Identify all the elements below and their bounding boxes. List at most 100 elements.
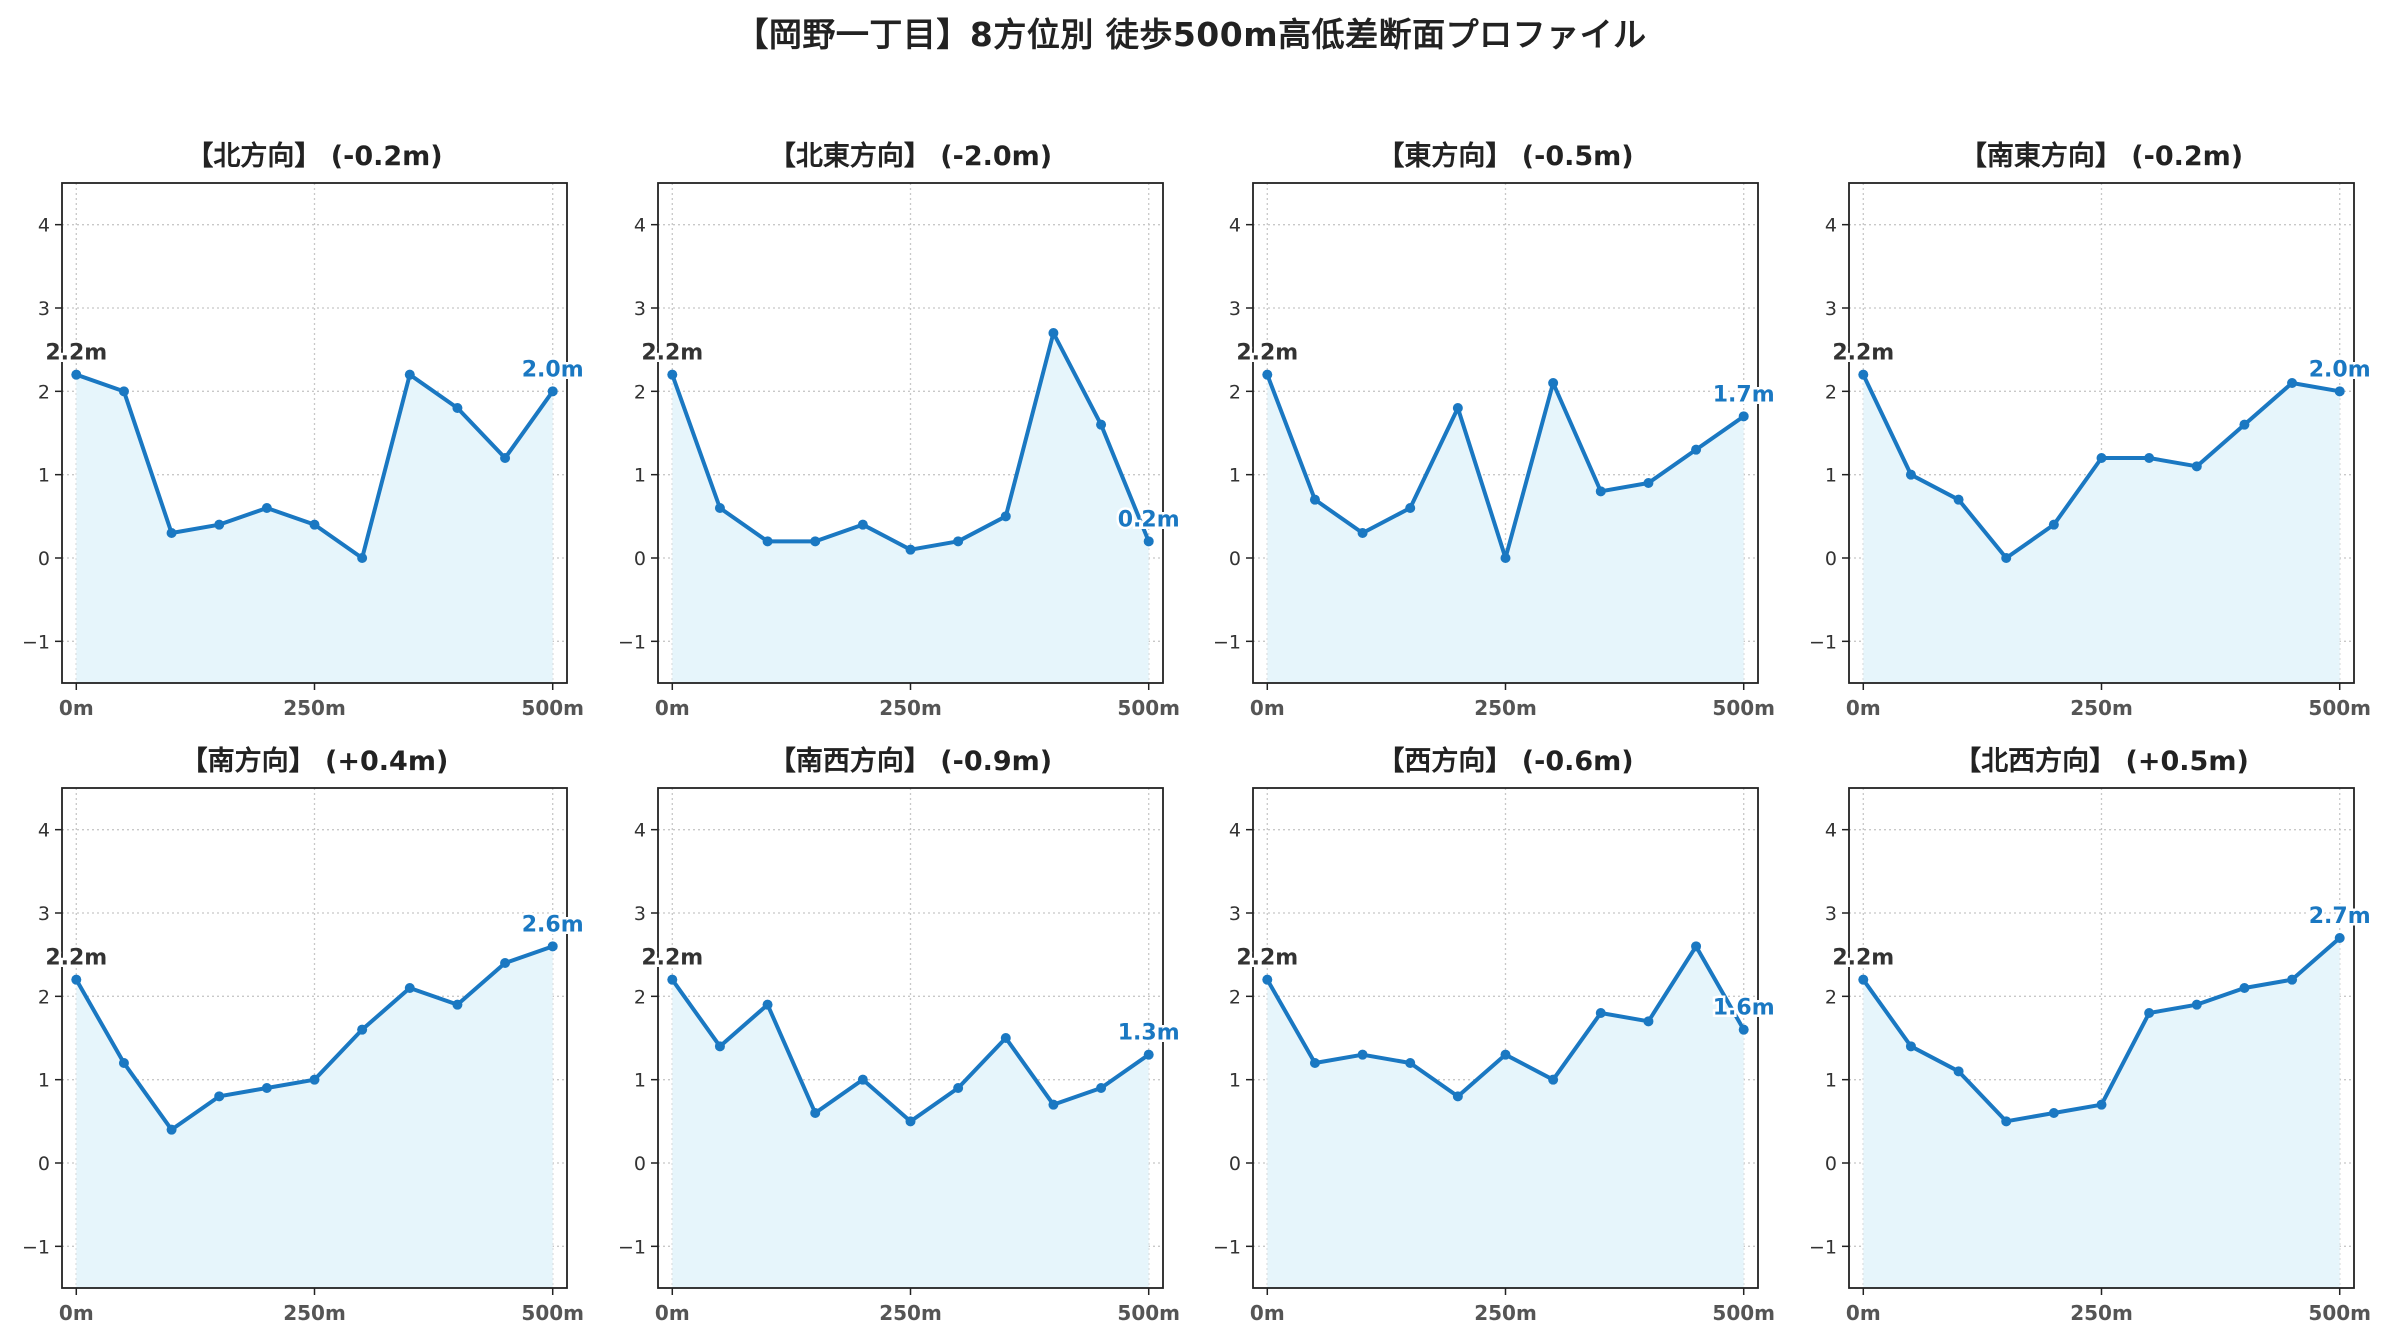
y-tick-label: −1	[22, 1236, 50, 1258]
y-tick-label: 4	[634, 820, 646, 842]
y-tick-label: 1	[1229, 1070, 1241, 1092]
y-tick-label: 0	[1229, 1153, 1241, 1175]
end-value-label: 2.0m	[2309, 357, 2371, 382]
data-point	[357, 1024, 368, 1035]
panel-title: 【南東方向】 (-0.2m)	[1960, 140, 2243, 172]
data-point	[2001, 553, 2012, 563]
x-tick-label: 250m	[1474, 696, 1537, 720]
data-point	[1405, 503, 1416, 513]
y-tick-label: −1	[22, 631, 50, 653]
chart-panel: 【北方向】 (-0.2m) −1 0 1 2 3 4 0m 250m 500m 2.2m 2.0m	[22, 140, 586, 720]
data-point	[667, 974, 678, 985]
y-tick-label: 2	[38, 381, 50, 403]
x-tick-label: 500m	[2308, 696, 2371, 720]
data-point	[1262, 369, 1273, 380]
y-tick-label: 3	[1825, 903, 1837, 925]
y-tick-label: 3	[38, 903, 50, 925]
chart-panel: 【南方向】 (+0.4m) −1 0 1 2 3 4 0m 250m 500m 2.2m 2.6m	[22, 745, 586, 1325]
x-tick-label: 0m	[655, 1301, 690, 1325]
x-tick-label: 250m	[2070, 1301, 2133, 1325]
data-point	[1452, 403, 1463, 413]
data-point	[1500, 1049, 1511, 1060]
y-tick-label: −1	[618, 631, 646, 653]
chart-panel: 【北西方向】 (+0.5m) −1 0 1 2 3 4 0m 250m 500m 2.2m 2.7m	[1809, 745, 2373, 1325]
x-tick-label: 500m	[2308, 1301, 2371, 1325]
data-point	[1953, 1066, 1964, 1077]
panel-title: 【北東方向】 (-2.0m)	[769, 140, 1052, 172]
x-tick-label: 250m	[879, 696, 942, 720]
y-tick-label: 4	[1825, 215, 1837, 237]
data-point	[953, 536, 964, 547]
data-point	[714, 503, 725, 513]
data-point	[404, 983, 415, 993]
chart-panel: 【南東方向】 (-0.2m) −1 0 1 2 3 4 0m 250m 500m 2.2m 2.0m	[1809, 140, 2373, 720]
chart-panel: 【北東方向】 (-2.0m) −1 0 1 2 3 4 0m 250m 500m 2.2m 0.2m	[618, 140, 1182, 720]
data-point	[2287, 378, 2298, 388]
y-tick-label: 4	[38, 820, 50, 842]
area-fill	[1863, 938, 2340, 1288]
x-tick-label: 0m	[1846, 1301, 1881, 1325]
data-point	[547, 386, 558, 397]
data-point	[1643, 478, 1654, 488]
y-tick-label: 2	[1229, 986, 1241, 1008]
data-point	[2096, 1099, 2107, 1110]
data-point	[857, 1074, 868, 1085]
data-point	[547, 941, 558, 952]
data-point	[500, 453, 511, 463]
data-point	[1000, 1033, 1011, 1043]
y-tick-label: 3	[38, 298, 50, 320]
data-point	[1643, 1016, 1654, 1027]
panel-title: 【北方向】 (-0.2m)	[186, 140, 442, 172]
data-point	[762, 999, 773, 1010]
data-point	[2144, 1008, 2155, 1018]
data-point	[1595, 486, 1606, 497]
y-tick-label: 3	[1825, 298, 1837, 320]
start-value-label: 2.2m	[1236, 341, 1298, 366]
end-value-label: 2.0m	[522, 357, 584, 382]
area-fill	[1267, 946, 1744, 1288]
data-point	[214, 1091, 225, 1102]
y-tick-label: 4	[1229, 215, 1241, 237]
data-point	[1905, 1041, 1916, 1052]
main-title: 【岡野一丁目】8方位別 徒歩500m高低差断面プロファイル	[735, 15, 1647, 54]
start-value-label: 2.2m	[1832, 946, 1894, 971]
data-point	[1096, 419, 1107, 430]
panel-title: 【西方向】 (-0.6m)	[1377, 745, 1633, 777]
data-point	[714, 1041, 725, 1052]
chart-panel: 【東方向】 (-0.5m) −1 0 1 2 3 4 0m 250m 500m 2.2m 1.7m	[1213, 140, 1777, 720]
data-point	[1000, 511, 1011, 522]
y-tick-label: 1	[1229, 465, 1241, 487]
chart-panel: 【南西方向】 (-0.9m) −1 0 1 2 3 4 0m 250m 500m 2.2m 1.3m	[618, 745, 1182, 1325]
end-value-label: 1.6m	[1713, 996, 1775, 1021]
data-point	[2334, 933, 2345, 943]
x-tick-label: 500m	[1712, 696, 1775, 720]
data-point	[2001, 1116, 2012, 1127]
data-point	[71, 974, 82, 985]
x-tick-label: 0m	[59, 696, 94, 720]
x-tick-label: 0m	[1250, 696, 1285, 720]
data-point	[2239, 419, 2250, 430]
data-point	[667, 369, 678, 380]
y-tick-label: 2	[1825, 381, 1837, 403]
data-point	[1048, 1099, 1059, 1110]
data-point	[1405, 1058, 1416, 1068]
x-tick-label: 0m	[1250, 1301, 1285, 1325]
data-point	[1548, 378, 1559, 388]
data-point	[2048, 519, 2059, 530]
x-tick-label: 500m	[1117, 1301, 1180, 1325]
area-fill	[76, 946, 553, 1288]
y-tick-label: 0	[634, 548, 646, 570]
y-tick-label: 1	[38, 465, 50, 487]
start-value-label: 2.2m	[1236, 946, 1298, 971]
data-point	[1309, 1058, 1320, 1068]
data-point	[500, 958, 511, 968]
y-tick-label: 1	[634, 1070, 646, 1092]
data-point	[1595, 1008, 1606, 1018]
data-point	[1691, 941, 1702, 952]
area-fill	[672, 979, 1149, 1288]
x-tick-label: 0m	[655, 696, 690, 720]
data-point	[118, 386, 129, 397]
data-point	[452, 999, 463, 1010]
data-point	[2048, 1108, 2059, 1118]
data-point	[1048, 328, 1059, 338]
